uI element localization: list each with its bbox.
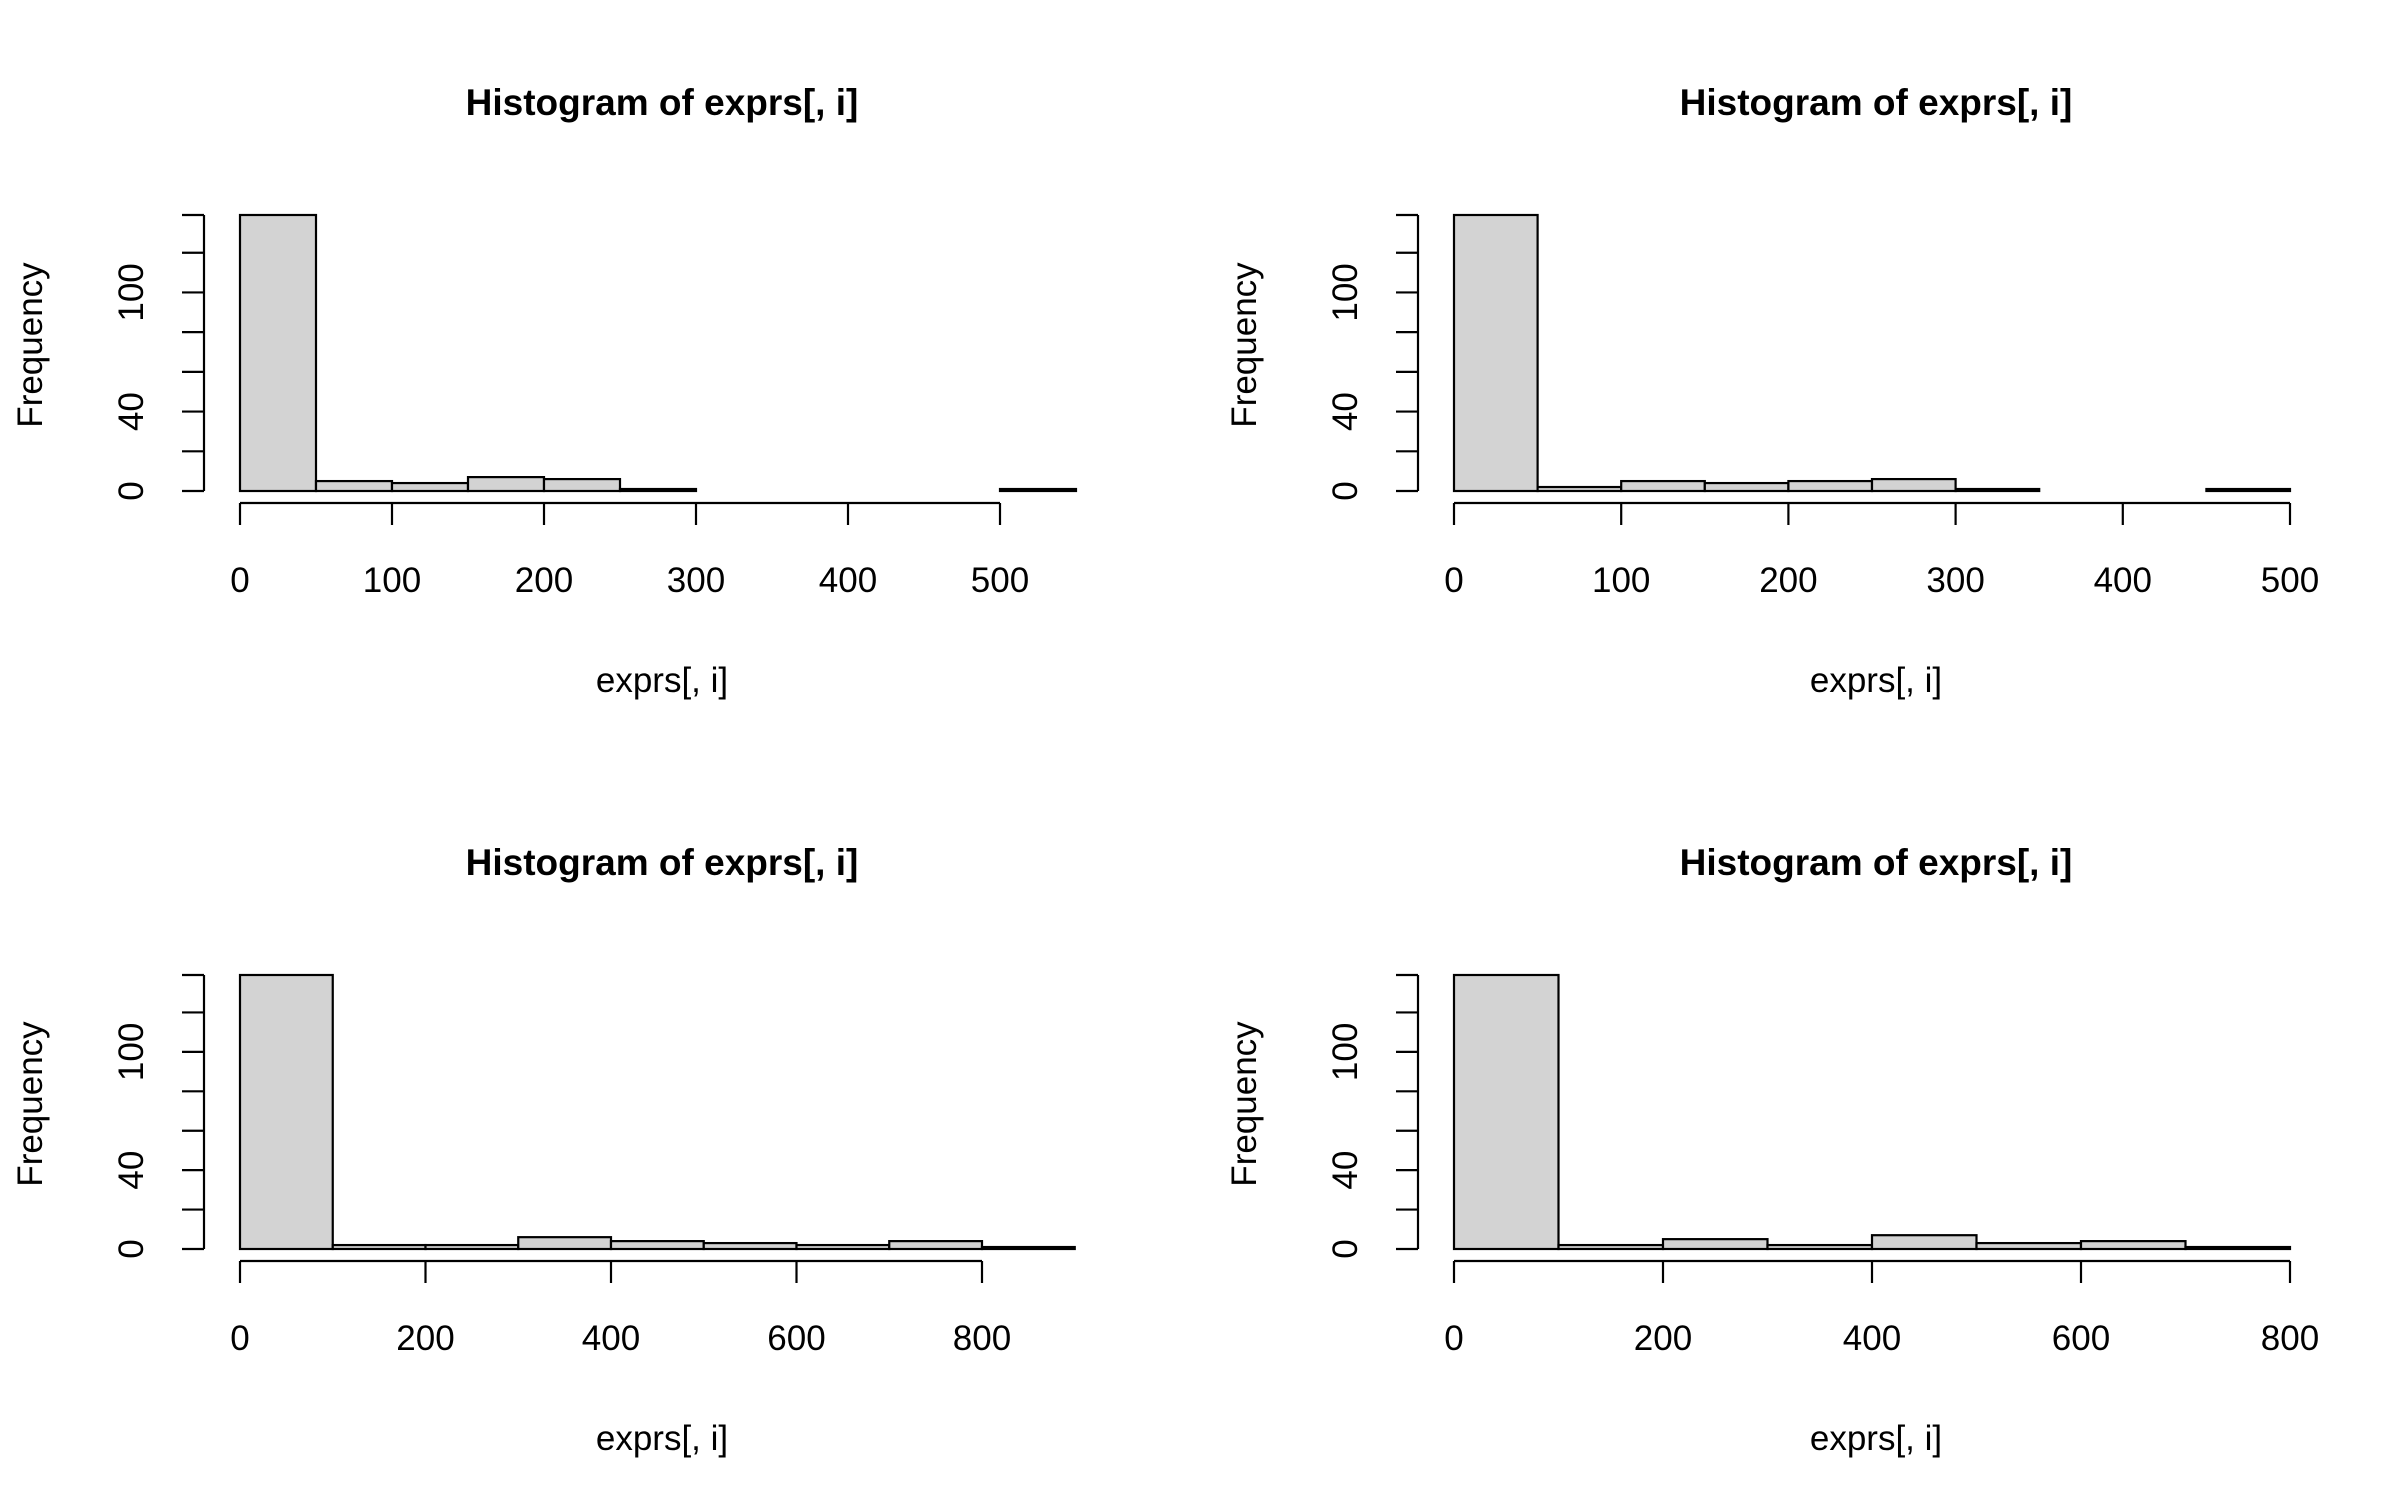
y-tick-label: 0 bbox=[1326, 481, 1365, 500]
chart-title: Histogram of exprs[, i] bbox=[466, 82, 859, 123]
x-tick-label: 200 bbox=[1759, 561, 1817, 600]
x-tick-label: 500 bbox=[971, 561, 1029, 600]
histogram-bar bbox=[1954, 487, 2041, 493]
histogram-bar bbox=[888, 1240, 984, 1251]
histogram-panel: Histogram of exprs[, i]0 200 400 600 800expr… bbox=[11, 842, 1076, 1458]
x-tick-label: 0 bbox=[230, 1319, 249, 1358]
histogram-bar bbox=[1703, 481, 1790, 493]
histogram-bar bbox=[314, 479, 394, 493]
y-tick-label: 40 bbox=[1326, 392, 1365, 431]
histogram-bar bbox=[466, 476, 546, 493]
histogram-bar bbox=[1620, 479, 1706, 493]
x-tick-label: 800 bbox=[2261, 1319, 2319, 1358]
y-tick-label: 0 bbox=[112, 1239, 151, 1258]
x-tick-label: 400 bbox=[582, 1319, 640, 1358]
x-tick-label: 200 bbox=[1634, 1319, 1692, 1358]
histogram-bar bbox=[331, 1243, 427, 1251]
y-axis-label: Frequency bbox=[11, 1021, 50, 1187]
histogram-bar bbox=[1557, 1243, 1665, 1251]
x-tick-label: 300 bbox=[667, 561, 725, 600]
histogram-bar bbox=[517, 1236, 613, 1251]
y-tick-label: 0 bbox=[112, 481, 151, 500]
x-tick-label: 200 bbox=[515, 561, 573, 600]
y-axis-label: Frequency bbox=[1225, 262, 1264, 428]
histogram-panel: Histogram of exprs[, i]0 200 400 600 800expr… bbox=[1225, 842, 2319, 1458]
x-tick-label: 400 bbox=[2094, 561, 2152, 600]
y-tick-label: 40 bbox=[1326, 1151, 1365, 1190]
chart-title: Histogram of exprs[, i] bbox=[1680, 842, 2073, 883]
histogram-bar bbox=[1870, 1234, 1978, 1251]
x-tick-label: 400 bbox=[819, 561, 877, 600]
chart-title: Histogram of exprs[, i] bbox=[1680, 82, 2073, 123]
x-tick-label: 100 bbox=[1592, 561, 1650, 600]
histogram-bar bbox=[702, 1241, 798, 1251]
x-axis-label: exprs[, i] bbox=[596, 1419, 728, 1458]
histogram-bar bbox=[1661, 1238, 1769, 1251]
histogram-bar bbox=[1536, 485, 1623, 493]
y-tick-label: 40 bbox=[112, 392, 151, 431]
x-axis-label: exprs[, i] bbox=[1810, 1419, 1942, 1458]
histogram-bar bbox=[1975, 1241, 2083, 1251]
histogram-bar bbox=[424, 1243, 520, 1251]
histogram-bar bbox=[1766, 1243, 1874, 1251]
histogram-panel: Histogram of exprs[, i]0 100 200 300 400 500e… bbox=[1225, 82, 2319, 700]
histogram-bar bbox=[1452, 213, 1539, 493]
x-tick-label: 600 bbox=[2052, 1319, 2110, 1358]
x-tick-label: 800 bbox=[953, 1319, 1011, 1358]
x-axis-label: exprs[, i] bbox=[1810, 661, 1942, 700]
y-tick-label: 100 bbox=[1326, 263, 1365, 321]
x-tick-label: 600 bbox=[767, 1319, 825, 1358]
y-axis-label: Frequency bbox=[11, 262, 50, 428]
histogram-bar bbox=[1870, 477, 1957, 493]
y-tick-label: 0 bbox=[1326, 1239, 1365, 1258]
histogram-bar bbox=[618, 487, 698, 493]
histogram-bar bbox=[998, 487, 1078, 493]
histogram-bar bbox=[238, 973, 334, 1251]
histogram-bar bbox=[980, 1245, 1076, 1251]
x-tick-label: 100 bbox=[363, 561, 421, 600]
x-tick-label: 500 bbox=[2261, 561, 2319, 600]
chart-title: Histogram of exprs[, i] bbox=[466, 842, 859, 883]
histogram-bar bbox=[2205, 487, 2292, 493]
histogram-bar bbox=[1787, 479, 1874, 493]
y-tick-label: 40 bbox=[112, 1151, 151, 1190]
y-tick-label: 100 bbox=[112, 263, 151, 321]
x-tick-label: 300 bbox=[1926, 561, 1984, 600]
x-tick-label: 400 bbox=[1843, 1319, 1901, 1358]
histogram-bar bbox=[795, 1243, 891, 1251]
x-axis-label: exprs[, i] bbox=[596, 661, 728, 700]
histogram-bar bbox=[609, 1240, 705, 1251]
x-tick-label: 0 bbox=[230, 561, 249, 600]
histogram-bar bbox=[238, 213, 318, 493]
y-tick-label: 100 bbox=[112, 1023, 151, 1081]
histogram-bar bbox=[2184, 1245, 2292, 1251]
y-tick-label: 100 bbox=[1326, 1023, 1365, 1081]
histogram-bar bbox=[1452, 973, 1560, 1251]
x-tick-label: 0 bbox=[1444, 561, 1463, 600]
x-tick-label: 200 bbox=[396, 1319, 454, 1358]
histogram-bar bbox=[2079, 1240, 2187, 1251]
histogram-bar bbox=[542, 477, 622, 493]
histogram-bar bbox=[390, 481, 470, 493]
y-axis-label: Frequency bbox=[1225, 1021, 1264, 1187]
histogram-panel: Histogram of exprs[, i]0 100 200 300 400 500e… bbox=[11, 82, 1078, 700]
x-tick-label: 0 bbox=[1444, 1319, 1463, 1358]
